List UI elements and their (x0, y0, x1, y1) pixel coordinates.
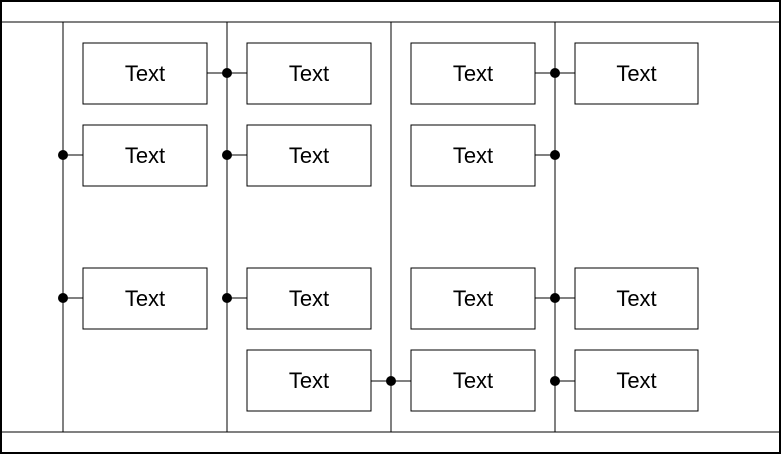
box-rect (410, 42, 536, 105)
box-label: Text (289, 368, 329, 393)
box-r2c2: Text (246, 124, 372, 187)
box-label: Text (289, 143, 329, 168)
box-r3c1: Text (82, 267, 208, 330)
box-r2c3: Text (410, 124, 536, 187)
junction-dot (58, 293, 68, 303)
box-r3c2: Text (246, 267, 372, 330)
box-label: Text (616, 61, 656, 86)
box-label: Text (289, 286, 329, 311)
box-rect (246, 42, 372, 105)
box-rect (410, 349, 536, 412)
box-label: Text (125, 61, 165, 86)
box-r4c4: Text (574, 349, 699, 412)
box-label: Text (453, 143, 493, 168)
box-r4c2: Text (246, 349, 372, 412)
box-rect (82, 42, 208, 105)
box-rect (246, 267, 372, 330)
box-r2c1: Text (82, 124, 208, 187)
box-r1c1: Text (82, 42, 208, 105)
box-label: Text (616, 286, 656, 311)
junction-dot (222, 150, 232, 160)
box-rect (82, 124, 208, 187)
box-label: Text (453, 61, 493, 86)
box-label: Text (453, 286, 493, 311)
box-rect (574, 42, 699, 105)
junction-dot (550, 293, 560, 303)
box-label: Text (453, 368, 493, 393)
junction-dot (550, 376, 560, 386)
box-label: Text (125, 143, 165, 168)
box-label: Text (289, 61, 329, 86)
box-r4c3: Text (410, 349, 536, 412)
box-rect (410, 124, 536, 187)
junction-dot (386, 376, 396, 386)
junction-dot (222, 293, 232, 303)
box-rect (574, 267, 699, 330)
box-rect (574, 349, 699, 412)
box-r1c3: Text (410, 42, 536, 105)
box-r3c4: Text (574, 267, 699, 330)
box-rect (246, 349, 372, 412)
junction-dot (550, 68, 560, 78)
connectors (58, 68, 575, 386)
junction-dot (222, 68, 232, 78)
box-r3c3: Text (410, 267, 536, 330)
box-r1c2: Text (246, 42, 372, 105)
box-rect (410, 267, 536, 330)
box-label: Text (616, 368, 656, 393)
junction-dot (58, 150, 68, 160)
junction-dot (550, 150, 560, 160)
box-label: Text (125, 286, 165, 311)
box-rect (82, 267, 208, 330)
box-r1c4: Text (574, 42, 699, 105)
box-rect (246, 124, 372, 187)
